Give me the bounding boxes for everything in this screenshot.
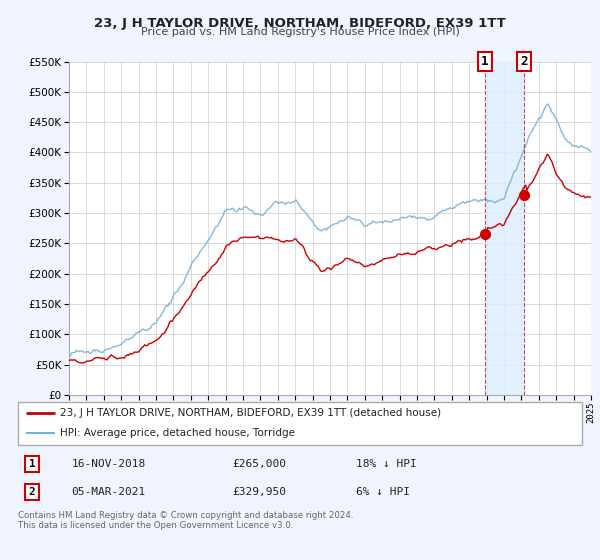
Text: £265,000: £265,000 xyxy=(232,459,286,469)
Text: 05-MAR-2021: 05-MAR-2021 xyxy=(71,487,146,497)
Text: 23, J H TAYLOR DRIVE, NORTHAM, BIDEFORD, EX39 1TT (detached house): 23, J H TAYLOR DRIVE, NORTHAM, BIDEFORD,… xyxy=(60,408,442,418)
Text: 1: 1 xyxy=(481,55,488,68)
Text: HPI: Average price, detached house, Torridge: HPI: Average price, detached house, Torr… xyxy=(60,428,295,438)
Text: 23, J H TAYLOR DRIVE, NORTHAM, BIDEFORD, EX39 1TT: 23, J H TAYLOR DRIVE, NORTHAM, BIDEFORD,… xyxy=(94,17,506,30)
Text: £329,950: £329,950 xyxy=(232,487,286,497)
Text: 2: 2 xyxy=(29,487,35,497)
Text: 16-NOV-2018: 16-NOV-2018 xyxy=(71,459,146,469)
Text: 2: 2 xyxy=(521,55,528,68)
Text: Price paid vs. HM Land Registry's House Price Index (HPI): Price paid vs. HM Land Registry's House … xyxy=(140,27,460,37)
Bar xyxy=(485,62,524,395)
Text: Contains HM Land Registry data © Crown copyright and database right 2024.
This d: Contains HM Land Registry data © Crown c… xyxy=(18,511,353,530)
Text: 1: 1 xyxy=(29,459,35,469)
Text: 6% ↓ HPI: 6% ↓ HPI xyxy=(356,487,410,497)
Text: 18% ↓ HPI: 18% ↓ HPI xyxy=(356,459,417,469)
